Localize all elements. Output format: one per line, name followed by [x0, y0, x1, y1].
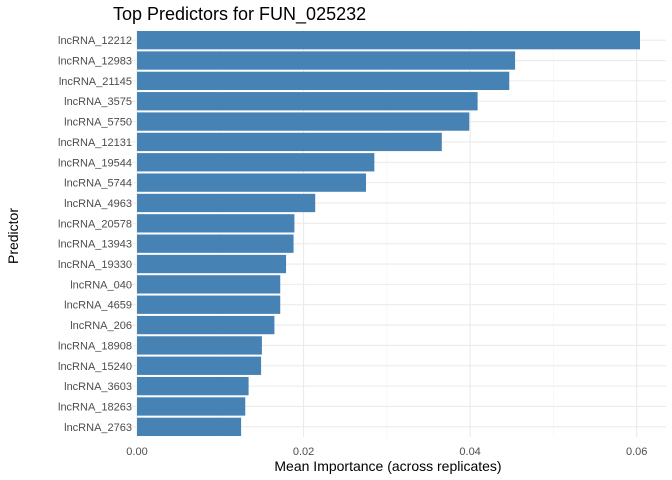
- y-tick-label: lncRNA_2763: [64, 422, 132, 434]
- y-tick-label: lncRNA_4963: [64, 198, 132, 210]
- y-tick-label: lncRNA_206: [70, 320, 132, 332]
- y-tick-label: lncRNA_3603: [64, 381, 132, 393]
- y-tick-label: lncRNA_4659: [64, 300, 132, 312]
- bar: [137, 417, 242, 436]
- bar: [137, 336, 262, 355]
- y-tick-label: lncRNA_12212: [58, 35, 132, 47]
- x-tick-label: 0.00: [126, 446, 147, 458]
- y-tick-label: lncRNA_19330: [58, 259, 132, 271]
- bar: [137, 376, 249, 396]
- bar: [137, 92, 478, 111]
- x-tick-labels: 0.00 0.02 0.04 0.06: [126, 446, 647, 458]
- y-tick-label: lncRNA_18908: [58, 340, 132, 352]
- y-tick-label: lncRNA_3575: [64, 96, 132, 108]
- y-tick-label: lncRNA_19544: [58, 157, 132, 169]
- y-tick-label: lncRNA_21145: [59, 76, 132, 88]
- chart-title: Top Predictors for FUN_025232: [113, 4, 366, 25]
- bar: [137, 315, 275, 335]
- y-tick-label: lncRNA_5744: [64, 178, 132, 190]
- bar: [137, 397, 246, 416]
- x-tick-label: 0.02: [293, 446, 314, 458]
- bar: [137, 51, 516, 70]
- bar: [137, 71, 510, 91]
- x-axis-title: Mean Importance (across replicates): [274, 458, 501, 474]
- bars: [137, 31, 640, 436]
- y-tick-label: lncRNA_15240: [58, 361, 132, 373]
- bar: [137, 295, 281, 314]
- x-tick-label: 0.06: [626, 446, 647, 458]
- y-tick-label: lncRNA_13943: [58, 239, 132, 251]
- bar: [137, 234, 294, 253]
- y-tick-label: lncRNA_18263: [58, 401, 132, 413]
- y-tick-label: lncRNA_12131: [58, 137, 132, 149]
- bar: [137, 193, 316, 213]
- bar: [137, 254, 287, 274]
- y-axis-title: Predictor: [5, 208, 21, 264]
- y-tick-label: lncRNA_040: [70, 279, 132, 291]
- grid: [113, 30, 666, 437]
- y-tick-label: lncRNA_5750: [64, 117, 132, 129]
- bar: [137, 112, 470, 131]
- bar: [137, 132, 442, 152]
- bar: [137, 153, 375, 172]
- bar: [137, 275, 281, 294]
- bar: [137, 31, 640, 50]
- y-tick-label: lncRNA_12983: [58, 56, 132, 68]
- bar: [137, 356, 262, 375]
- bar: [137, 214, 295, 233]
- y-tick-labels: lncRNA_12212 lncRNA_12983 lncRNA_21145 lncR…: [58, 35, 132, 434]
- y-tick-label: lncRNA_20578: [58, 218, 132, 230]
- x-tick-label: 0.04: [459, 446, 480, 458]
- bar: [137, 173, 367, 192]
